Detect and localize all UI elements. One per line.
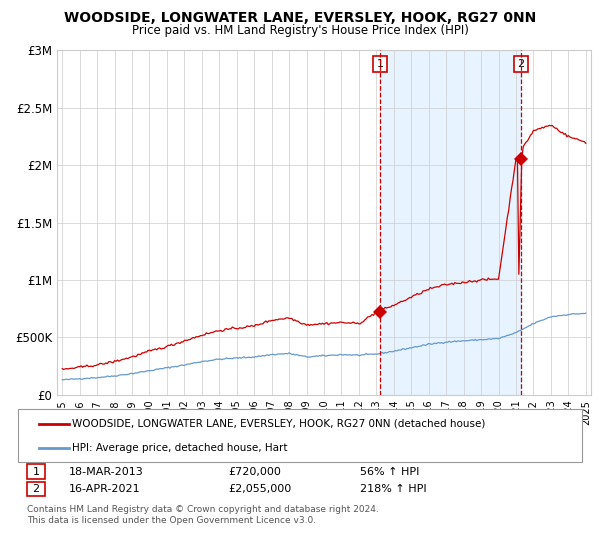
Text: WOODSIDE, LONGWATER LANE, EVERSLEY, HOOK, RG27 0NN: WOODSIDE, LONGWATER LANE, EVERSLEY, HOOK…: [64, 11, 536, 25]
Text: 18-MAR-2013: 18-MAR-2013: [69, 466, 144, 477]
Text: £720,000: £720,000: [228, 466, 281, 477]
Text: 218% ↑ HPI: 218% ↑ HPI: [360, 484, 427, 494]
Text: Price paid vs. HM Land Registry's House Price Index (HPI): Price paid vs. HM Land Registry's House …: [131, 24, 469, 36]
Text: 1: 1: [377, 59, 383, 69]
Text: 16-APR-2021: 16-APR-2021: [69, 484, 140, 494]
Bar: [380, 50, 521, 395]
Text: 56% ↑ HPI: 56% ↑ HPI: [360, 466, 419, 477]
Text: 2: 2: [517, 59, 524, 69]
Text: WOODSIDE, LONGWATER LANE, EVERSLEY, HOOK, RG27 0NN (detached house): WOODSIDE, LONGWATER LANE, EVERSLEY, HOOK…: [72, 419, 485, 429]
Text: £2,055,000: £2,055,000: [228, 484, 291, 494]
Text: 1: 1: [32, 466, 40, 477]
Text: HPI: Average price, detached house, Hart: HPI: Average price, detached house, Hart: [72, 443, 287, 453]
Text: Contains HM Land Registry data © Crown copyright and database right 2024.
This d: Contains HM Land Registry data © Crown c…: [27, 505, 379, 525]
Text: 2: 2: [32, 484, 40, 494]
